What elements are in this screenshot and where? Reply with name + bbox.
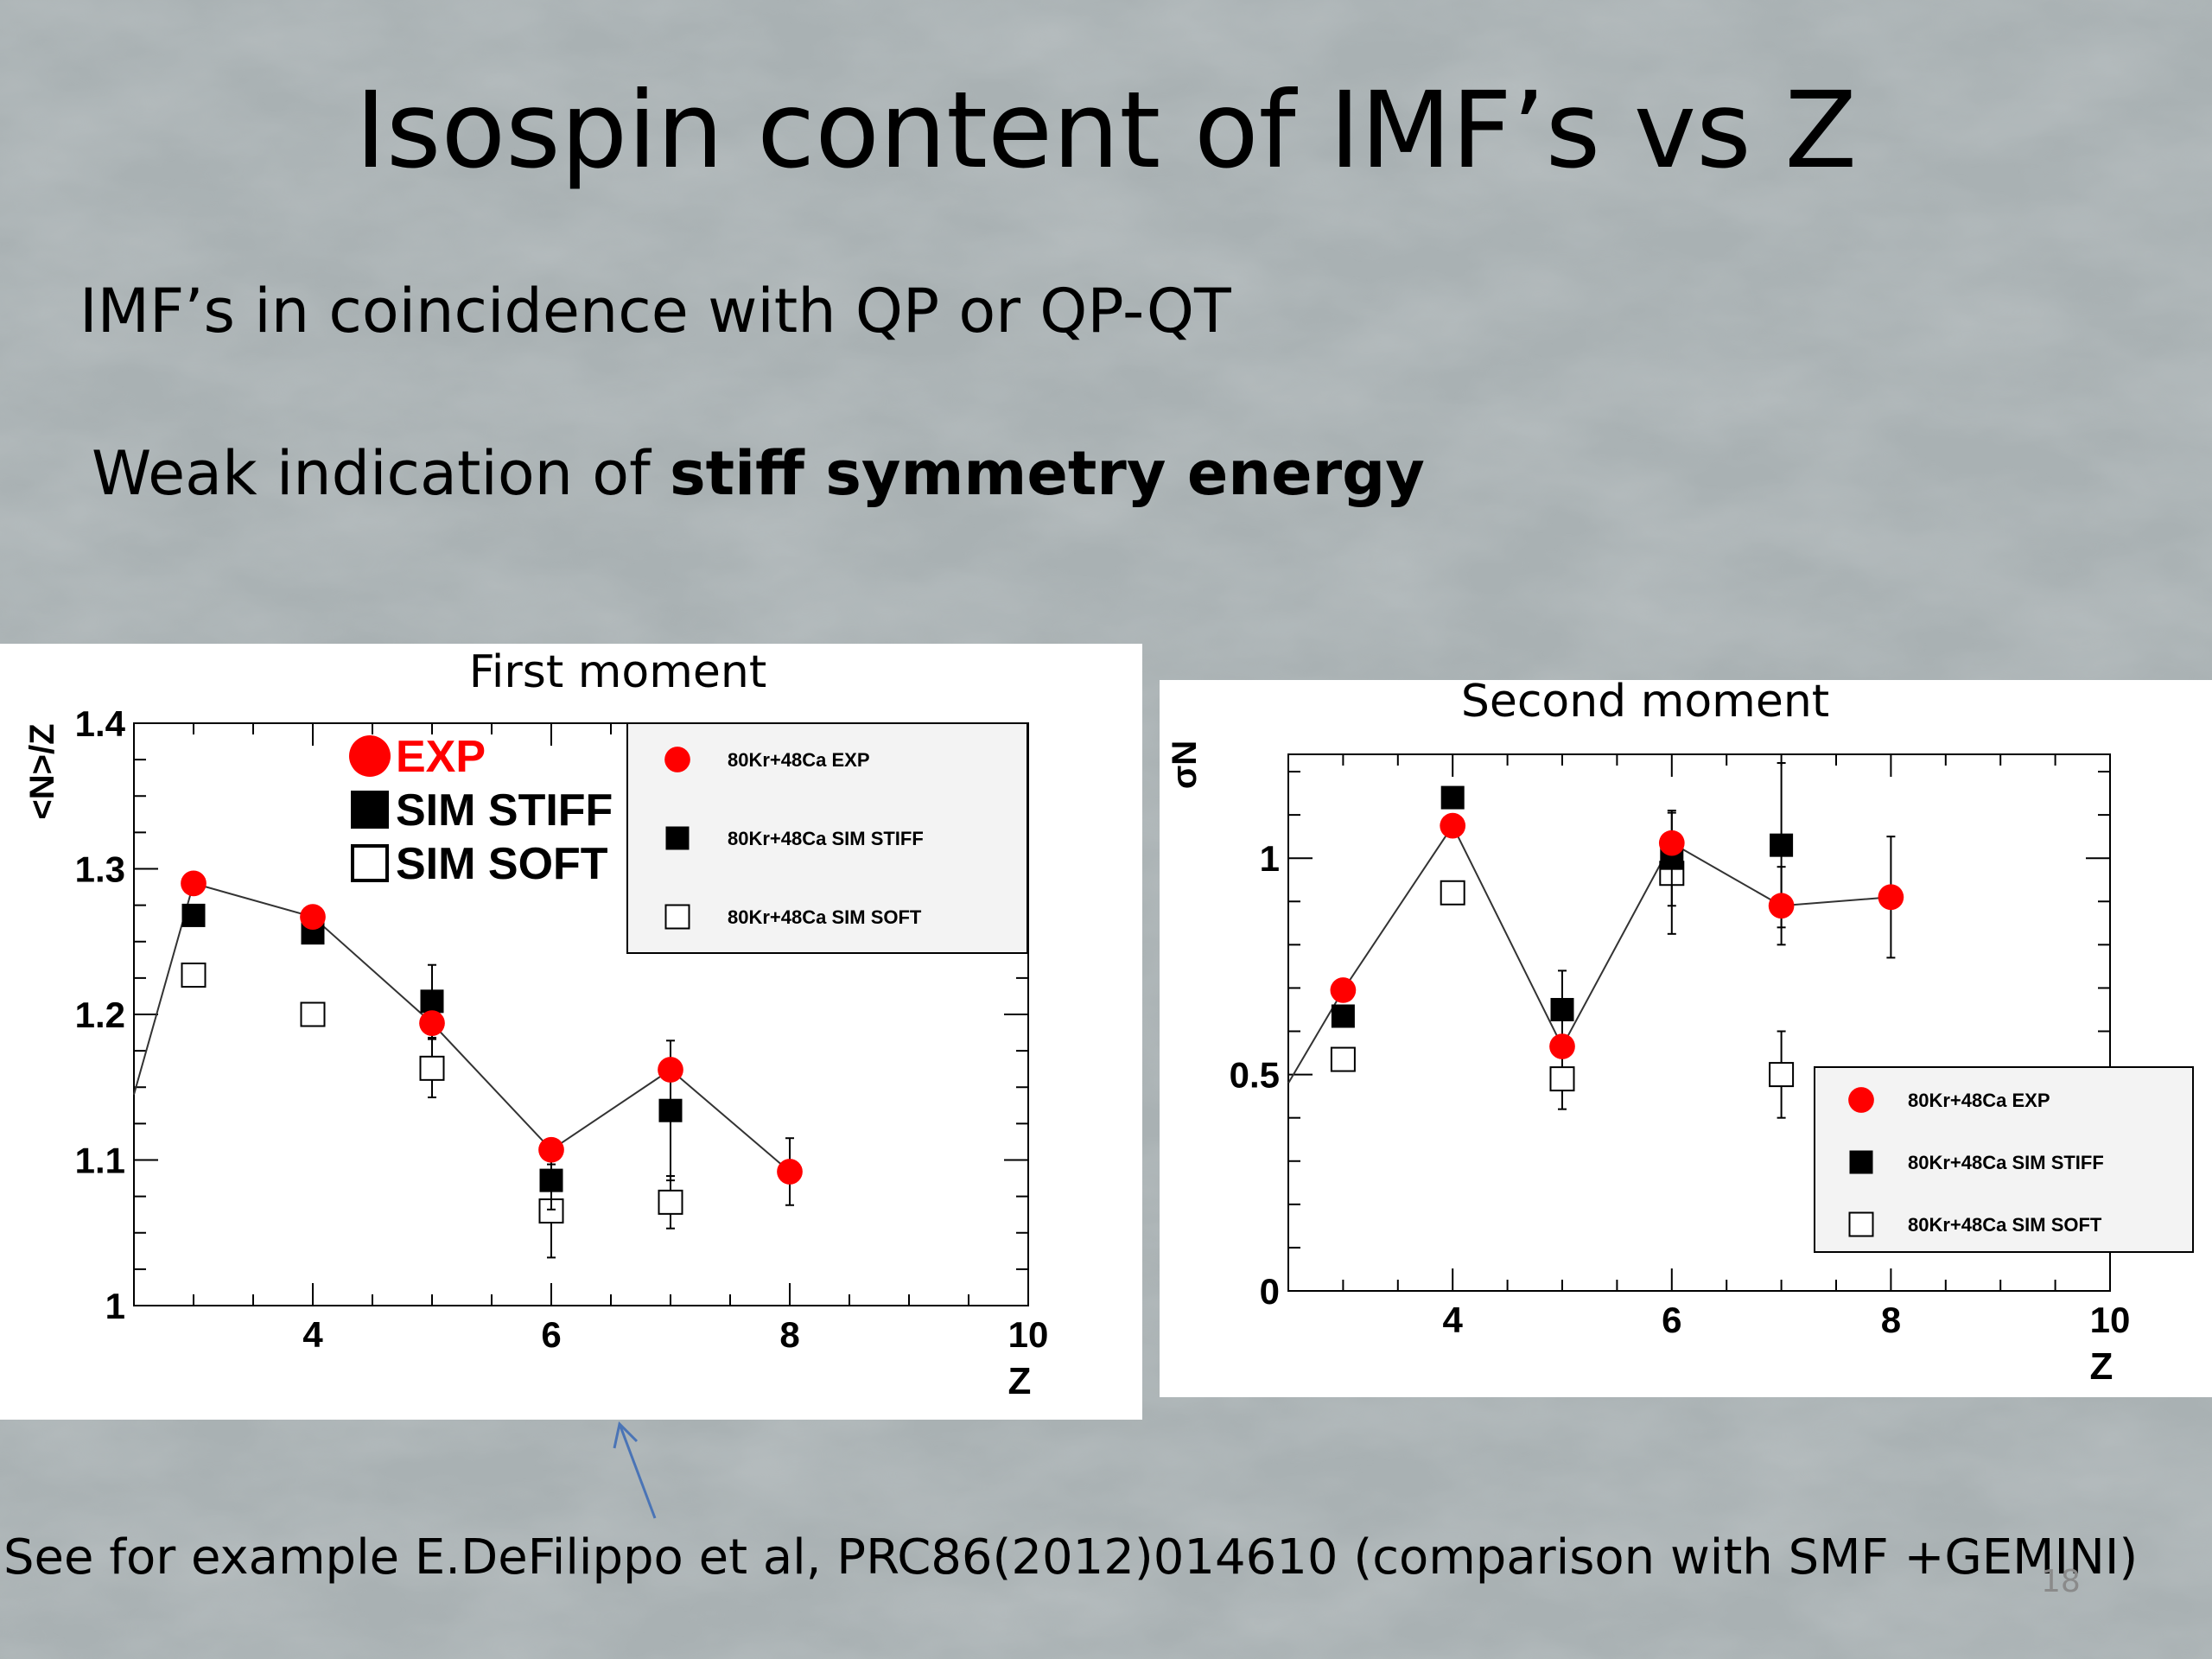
chart2-y-tick-label: 0 [1260, 1271, 1280, 1312]
chart2-point-circle [1658, 830, 1685, 856]
chart2-point-circle [1878, 884, 1904, 911]
chart1-point-circle [300, 904, 326, 930]
chart2-exp-line [1287, 823, 1891, 1084]
chart1-y-tick-label: 1.4 [75, 703, 126, 744]
chart1-point-square [181, 903, 206, 927]
bullet-coincidence: IMF’s in coincidence with QP or QP-QT [79, 276, 1231, 346]
chart2-plot-frame [1287, 753, 2111, 1292]
chart2-point-open-square [1330, 1046, 1356, 1072]
chart2-x-axis-label: Z [2090, 1345, 2113, 1388]
chart1-x-tick-label: 8 [779, 1314, 799, 1355]
chart2-point-circle [1440, 812, 1466, 839]
chart1-point-square [539, 1168, 563, 1192]
chart1-inline-legend-label: EXP [396, 732, 486, 782]
chart1-point-circle [419, 1010, 445, 1036]
chart1-x-tick-label: 6 [541, 1314, 561, 1355]
chart2-title: Second moment [1461, 680, 1829, 728]
chart1-y-axis-label: <N>/Z [23, 723, 61, 819]
chart1-point-open-square [419, 1055, 445, 1081]
chart1-point-circle [538, 1136, 564, 1163]
chart2-point-circle [1330, 977, 1357, 1003]
chart2-legend-marker [1848, 1211, 1874, 1237]
chart2-legend-box [1814, 1066, 2194, 1253]
chart2-legend-label: 80Kr+48Ca SIM SOFT [1908, 1214, 2102, 1236]
bullet-bold-text: stiff symmetry energy [670, 438, 1425, 509]
slide-title: Isospin content of IMF’s vs Z [354, 69, 1858, 192]
chart1-inline-legend-label: SIM SOFT [396, 839, 608, 889]
chart1-legend-box [626, 722, 1028, 954]
chart2-y-axis-label: σN [1166, 741, 1204, 789]
page-number: 18 [2041, 1564, 2081, 1599]
chart2-x-tick-label: 4 [1443, 1300, 1464, 1340]
chart1-legend-label: 80Kr+48Ca EXP [728, 749, 870, 771]
chart2-point-open-square [1549, 1066, 1575, 1092]
chart1-inline-legend-label: SIM STIFF [396, 785, 613, 836]
chart2-x-tick-label: 10 [2090, 1300, 2131, 1340]
chart1-x-axis-label: Z [1008, 1360, 1032, 1402]
chart1-x-tick-label: 10 [1008, 1314, 1049, 1355]
chart2-point-open-square [1769, 1062, 1795, 1088]
chart1-point-circle [658, 1057, 683, 1083]
chart1-inline-legend-marker [351, 791, 389, 829]
second-moment-chart: Second moment 4 6 8 10 0 0.5 1 ZσN 80Kr+48Ca EXP 8… [1166, 680, 2194, 1388]
chart2-legend-marker [1849, 1150, 1873, 1174]
chart1-point-open-square [181, 963, 207, 988]
chart2-point-circle [1768, 893, 1795, 919]
footnote-reference: See for example E.DeFilippo et al, PRC86… [3, 1529, 2139, 1586]
chart1-inline-legend-marker [349, 735, 391, 777]
chart1-title: First moment [469, 646, 766, 698]
chart1-legend-label: 80Kr+48Ca SIM STIFF [728, 828, 924, 849]
first-moment-chart: First moment 4 6 8 10 1 1.1 1.2 1.3 1.4 Z <N>/Z 80Kr… [23, 646, 1049, 1402]
chart1-y-tick-label: 1.2 [75, 995, 125, 1035]
bullet-plain-text: Weak indication of [92, 438, 670, 509]
chart2-legend-label: 80Kr+48Ca EXP [1908, 1090, 2050, 1111]
chart1-inline-legend-marker [351, 844, 389, 882]
chart1-y-tick-label: 1.1 [75, 1141, 125, 1181]
chart1-legend-marker [664, 904, 690, 930]
chart2-point-square [1331, 1004, 1355, 1028]
chart2-point-circle [1549, 1033, 1575, 1059]
chart1-legend-marker [665, 826, 690, 850]
first-moment-panel: First moment 4 6 8 10 1 1.1 1.2 1.3 1.4 Z <N>/Z 80Kr… [0, 644, 1142, 1420]
chart1-point-circle [777, 1159, 803, 1185]
chart2-point-square [1770, 833, 1794, 857]
chart1-point-open-square [658, 1189, 683, 1215]
chart2-legend-marker [1848, 1087, 1874, 1113]
chart2-point-square [1550, 997, 1574, 1021]
chart2-point-square [1440, 785, 1465, 810]
bullet-symmetry-energy: Weak indication of stiff symmetry energy [92, 437, 1425, 510]
chart1-y-tick-label: 1 [105, 1286, 125, 1326]
chart1-legend-label: 80Kr+48Ca SIM SOFT [728, 906, 922, 928]
chart2-x-tick-label: 6 [1662, 1300, 1681, 1340]
chart2-legend-label: 80Kr+48Ca SIM STIFF [1908, 1152, 2104, 1173]
chart2-y-tick-label: 0.5 [1230, 1055, 1280, 1096]
chart1-legend-marker [664, 747, 690, 772]
chart2-y-tick-label: 1 [1260, 838, 1280, 879]
chart1-point-open-square [300, 1001, 326, 1027]
chart1-x-tick-label: 4 [302, 1314, 323, 1355]
chart2-x-tick-label: 8 [1881, 1300, 1901, 1340]
chart2-point-open-square [1440, 880, 1465, 906]
chart1-point-square [420, 989, 444, 1014]
chart1-point-square [658, 1098, 683, 1122]
chart1-y-tick-label: 1.3 [75, 849, 125, 890]
chart1-point-circle [181, 870, 207, 897]
